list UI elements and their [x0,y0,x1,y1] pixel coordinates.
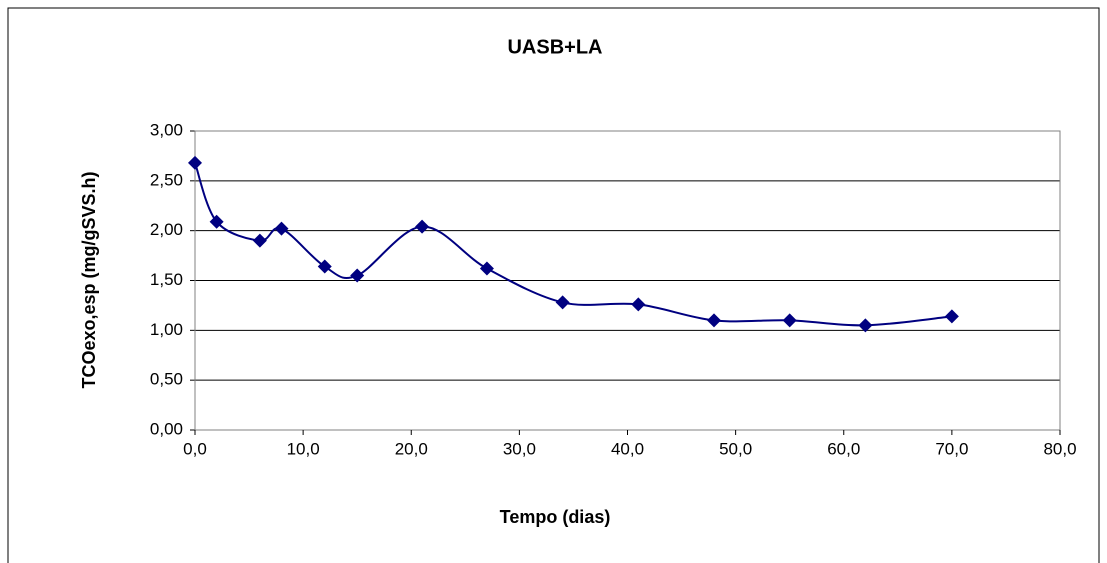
x-tick-label: 10,0 [287,439,320,458]
data-point [707,313,721,328]
x-axis-title: Tempo (dias) [500,507,611,527]
y-tick-label: 0,50 [150,370,183,389]
data-point [479,261,494,276]
y-tick-label: 1,00 [150,320,183,339]
x-tick-label: 20,0 [395,439,428,458]
x-tick-label: 30,0 [503,439,536,458]
x-tick-label: 0,0 [183,439,207,458]
data-point [317,259,332,274]
y-tick-label: 1,50 [150,270,183,289]
y-tick-label: 0,00 [150,419,183,438]
data-point [944,309,959,324]
data-point [631,297,646,312]
x-tick-label: 80,0 [1043,439,1076,458]
y-tick-label: 3,00 [150,120,183,139]
data-point [782,313,797,328]
x-tick-label: 40,0 [611,439,644,458]
chart-frame [7,7,1100,563]
x-tick-label: 70,0 [935,439,968,458]
data-line [194,162,952,327]
y-tick-label: 2,50 [150,170,183,189]
x-tick-label: 50,0 [719,439,752,458]
chart-title: UASB+LA [507,36,602,58]
data-point [858,318,873,333]
data-point [188,155,202,170]
data-point [274,221,289,236]
y-axis-title: TCOexo,esp (mg/gSVS.h) [79,171,99,388]
data-point [350,268,365,283]
data-point [555,295,570,310]
x-tick-label: 60,0 [827,439,860,458]
y-tick-label: 2,00 [150,220,183,239]
data-point [415,219,430,234]
data-point [209,214,224,229]
data-point [252,233,267,248]
